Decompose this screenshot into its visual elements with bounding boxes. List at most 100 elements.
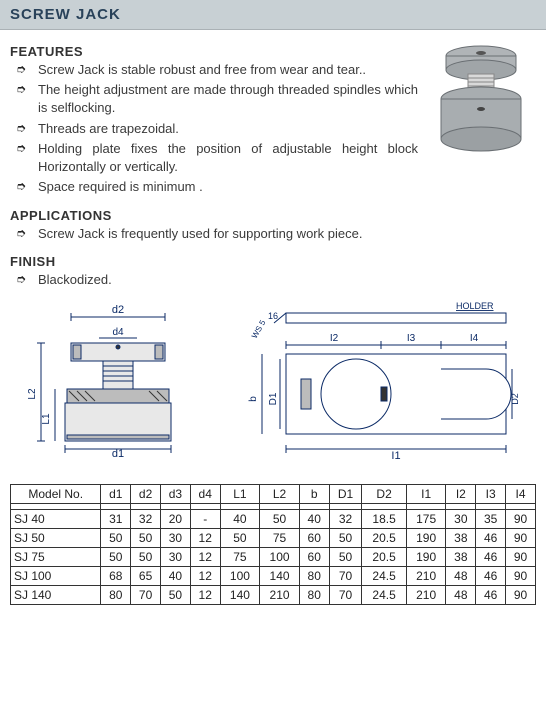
table-cell: 50	[329, 547, 362, 566]
features-block: FEATURES Screw Jack is stable robust and…	[10, 34, 418, 198]
table-cell: 12	[190, 585, 220, 604]
finish-list: Blackodized.	[10, 271, 536, 289]
applications-heading: APPLICATIONS	[10, 208, 536, 223]
table-cell: 70	[329, 585, 362, 604]
table-cell: 210	[406, 585, 446, 604]
table-cell: 190	[406, 547, 446, 566]
list-item: Threads are trapezoidal.	[10, 120, 418, 138]
table-cell: 50	[329, 528, 362, 547]
table-cell: 210	[260, 585, 300, 604]
label-l2: L2	[27, 388, 38, 400]
table-col-header: I3	[476, 484, 506, 503]
table-cell: 175	[406, 509, 446, 528]
label-d4: d4	[112, 327, 124, 338]
table-row: SJ 14080705012140210807024.5210484690	[11, 585, 536, 604]
diagram-top: HOLDER 16 WS 5 I2 I3 I4	[226, 299, 526, 474]
table-cell: 140	[220, 585, 260, 604]
table-cell: 46	[476, 528, 506, 547]
table-cell: 20	[161, 509, 191, 528]
table-cell: 60	[299, 547, 329, 566]
label-16: 16	[268, 311, 278, 321]
table-cell: 100	[220, 566, 260, 585]
table-cell: 80	[101, 585, 131, 604]
table-cell: 50	[260, 509, 300, 528]
table-cell: 46	[476, 566, 506, 585]
table-cell: 32	[131, 509, 161, 528]
table-col-header: D2	[362, 484, 406, 503]
table-cell: 90	[506, 509, 536, 528]
table-cell: 20.5	[362, 528, 406, 547]
features-list: Screw Jack is stable robust and free fro…	[10, 61, 418, 196]
page-title: SCREW JACK	[10, 6, 121, 23]
label-i2: I2	[329, 333, 338, 344]
table-cell: 40	[220, 509, 260, 528]
table-cell: 50	[220, 528, 260, 547]
table-col-header: I1	[406, 484, 446, 503]
table-col-header: d1	[101, 484, 131, 503]
table-cell: 210	[406, 566, 446, 585]
table-cell: 80	[299, 566, 329, 585]
table-cell: SJ 50	[11, 528, 101, 547]
list-item: Blackodized.	[10, 271, 536, 289]
table-cell: 50	[161, 585, 191, 604]
label-d2: d2	[111, 304, 123, 316]
list-item: Space required is minimum .	[10, 178, 418, 196]
table-cell: SJ 140	[11, 585, 101, 604]
table-cell: 24.5	[362, 566, 406, 585]
label-holder: HOLDER	[456, 301, 494, 311]
table-col-header: Model No.	[11, 484, 101, 503]
table-row: SJ 40313220-4050403218.5175303590	[11, 509, 536, 528]
table-col-header: I2	[446, 484, 476, 503]
table-cell: 30	[446, 509, 476, 528]
table-cell: 12	[190, 547, 220, 566]
table-row: SJ 50505030125075605020.5190384690	[11, 528, 536, 547]
table-col-header: L1	[220, 484, 260, 503]
table-cell: 65	[131, 566, 161, 585]
list-item: Screw Jack is frequently used for suppor…	[10, 225, 536, 243]
table-cell: SJ 75	[11, 547, 101, 566]
table-cell: 30	[161, 547, 191, 566]
table-cell: 70	[131, 585, 161, 604]
list-item: The height adjustment are made through t…	[10, 81, 418, 117]
table-cell: -	[190, 509, 220, 528]
label-D1: D1	[268, 392, 279, 405]
table-col-header: D1	[329, 484, 362, 503]
table-col-header: b	[299, 484, 329, 503]
table-cell: 90	[506, 528, 536, 547]
table-cell: 90	[506, 566, 536, 585]
table-cell: 30	[161, 528, 191, 547]
table-cell: 12	[190, 566, 220, 585]
list-item: Screw Jack is stable robust and free fro…	[10, 61, 418, 79]
table-cell: 38	[446, 528, 476, 547]
table-row: SJ 755050301275100605020.5190384690	[11, 547, 536, 566]
list-item: Holding plate fixes the position of adju…	[10, 140, 418, 176]
table-cell: 68	[101, 566, 131, 585]
table-cell: 50	[101, 547, 131, 566]
table-cell: 48	[446, 585, 476, 604]
table-cell: 75	[220, 547, 260, 566]
table-cell: SJ 40	[11, 509, 101, 528]
table-cell: 90	[506, 585, 536, 604]
table-cell: 35	[476, 509, 506, 528]
table-col-header: I4	[506, 484, 536, 503]
finish-heading: FINISH	[10, 254, 536, 269]
table-cell: 48	[446, 566, 476, 585]
table-body: SJ 40313220-4050403218.5175303590SJ 5050…	[11, 503, 536, 604]
table-cell: 32	[329, 509, 362, 528]
table-cell: 100	[260, 547, 300, 566]
table-cell: 60	[299, 528, 329, 547]
table-cell: 46	[476, 585, 506, 604]
table-cell: 46	[476, 547, 506, 566]
table-cell: 31	[101, 509, 131, 528]
table-cell: 140	[260, 566, 300, 585]
diagram-side: d2 d4	[21, 299, 216, 474]
table-cell: 50	[131, 528, 161, 547]
table-row: SJ 10068654012100140807024.5210484690	[11, 566, 536, 585]
table-cell: 12	[190, 528, 220, 547]
specs-table: Model No.d1d2d3d4L1L2bD1D2I1I2I3I4 SJ 40…	[10, 484, 536, 605]
features-heading: FEATURES	[10, 44, 418, 59]
table-col-header: d2	[131, 484, 161, 503]
table-col-header: d4	[190, 484, 220, 503]
table-cell: 18.5	[362, 509, 406, 528]
table-col-header: d3	[161, 484, 191, 503]
